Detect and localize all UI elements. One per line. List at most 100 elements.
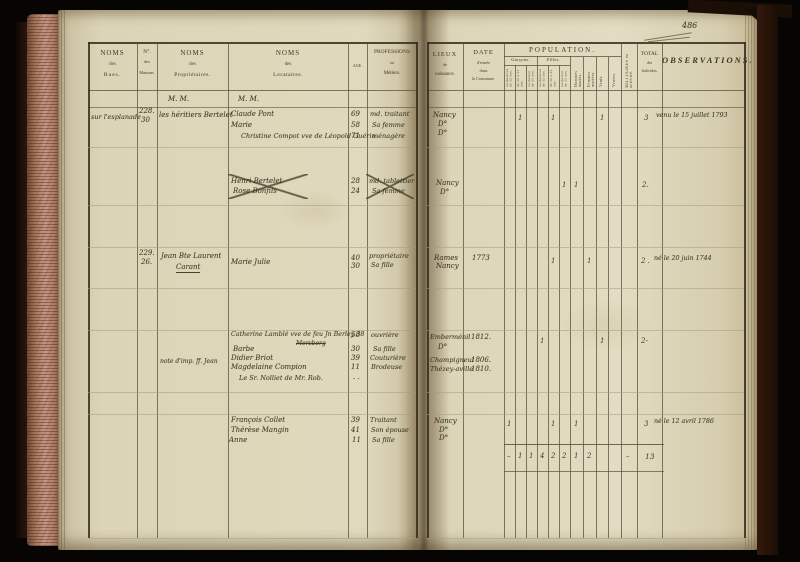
row5-lieu-3: D° xyxy=(439,434,449,442)
col-header-locataires-sub2: Locataires. xyxy=(273,72,303,78)
col-header-maisons-sub: des xyxy=(144,59,150,64)
row1-locataire-2: Marie xyxy=(231,121,253,129)
row-guide xyxy=(88,288,416,289)
row2-lieu-2: D° xyxy=(440,188,450,196)
row5-locataire-2: Thérèse Mangin xyxy=(231,426,289,434)
row4-profession-4: Brodeuse xyxy=(371,363,403,371)
subcol-label: de 12 à 21 ans. xyxy=(517,69,524,87)
totals-value-militaires: – xyxy=(626,452,630,460)
totals-strip-bottom-rule xyxy=(504,471,664,472)
row4-pop-mark: 1 xyxy=(540,337,545,345)
row1-profession-2: Sa femme xyxy=(372,121,405,129)
population-group-rule xyxy=(504,56,621,57)
row4-locataire-4: Magdelaine Compion xyxy=(231,363,307,371)
row4-date-3: 1810. xyxy=(471,365,492,373)
row1-profession-1: md. traitant xyxy=(370,110,410,118)
row5-age-2: 41 xyxy=(351,426,360,434)
book-gutter-shadow xyxy=(398,10,450,550)
row1-maison-2: 30 xyxy=(141,116,150,124)
row-guide xyxy=(427,392,744,393)
row-guide xyxy=(88,538,416,539)
row3-total: 2 . xyxy=(641,257,650,265)
mm-row-rule-right xyxy=(427,107,745,108)
totals-value: 1 xyxy=(518,452,523,460)
subcol-label: Hommes mariés. xyxy=(574,70,582,87)
row4-struck-note: Mersberg xyxy=(296,340,326,347)
marbled-fore-edge xyxy=(27,14,60,546)
row5-lieu-2: D° xyxy=(439,426,449,434)
row-guide xyxy=(88,414,416,415)
row5-pop-mark: 1 xyxy=(551,420,556,428)
subcol-label: au-dessous de 12 ans. xyxy=(539,68,546,87)
strikethrough-x xyxy=(366,174,414,199)
row3-proprietaire-1: Jean Bte Laurent xyxy=(161,252,222,260)
col-header-militaires: MILITAIRES en activité. xyxy=(625,53,634,88)
col-header-date-sub3: la Commune. xyxy=(471,76,496,81)
row1-profession-3: ménagère xyxy=(372,132,406,140)
left-page-stack-edges xyxy=(58,10,67,550)
row1-age-2: 58 xyxy=(351,121,360,129)
table-border xyxy=(416,42,418,538)
col-rule xyxy=(662,42,663,538)
subcol-label: de 12 à 21 ans. xyxy=(550,69,557,87)
col-header-observations: OBSERVATIONS. xyxy=(662,55,754,65)
row-guide xyxy=(427,205,744,206)
row1-age-1: 69 xyxy=(351,110,360,118)
foxing-spot xyxy=(560,300,650,350)
row5-observation: né le 12 avril 1786 xyxy=(654,418,714,425)
subcol-rule xyxy=(596,57,597,538)
row4-age-3: 39 xyxy=(351,354,360,362)
row1-age-3: 71 xyxy=(351,132,360,140)
row4-profession-1: ouvrière xyxy=(371,331,399,339)
row-guide xyxy=(427,247,744,248)
row3-maison-1: 229. xyxy=(139,249,155,257)
row-guide xyxy=(88,330,416,331)
row-guide xyxy=(427,288,744,289)
row1-maison-1: 228. xyxy=(139,107,155,115)
subcol-label: au-dessus de 21 ans. xyxy=(528,69,535,87)
row5-locataire-1: François Collet xyxy=(231,416,286,424)
row3-age-2: 30 xyxy=(351,262,360,270)
row-guide xyxy=(427,414,744,415)
row1-locataire-1: Claude Pont xyxy=(231,110,275,118)
subcol-rule xyxy=(537,56,538,538)
group-header-population: POPULATION. xyxy=(529,46,596,54)
row5-pop-mark: 1 xyxy=(507,420,512,428)
row4-locataire-5: Le Sr. Nolliet de Mr. Rob. xyxy=(239,374,323,382)
subcol-rule xyxy=(608,57,609,538)
subcol-label: au-dessus de 21 ans. xyxy=(561,69,568,87)
col-rule xyxy=(637,42,638,538)
row-guide xyxy=(88,147,416,148)
col-header-professions-sub: ou xyxy=(389,60,395,65)
right-page-stack-edges xyxy=(745,10,758,550)
row1-lieu-3: D° xyxy=(438,129,448,137)
row4-date-2: 1806. xyxy=(471,356,492,364)
subcol-label: Veuves. xyxy=(612,72,616,87)
subcol-label: au-dessous de 12 ans. xyxy=(506,68,513,87)
table-border xyxy=(427,42,429,538)
totals-value: 1 xyxy=(574,452,579,460)
row3-observation: né le 20 juin 1744 xyxy=(654,255,712,262)
col-rule xyxy=(621,42,622,538)
row1-pop-mark: 1 xyxy=(518,114,523,122)
col-header-date: DATE xyxy=(473,49,494,56)
row4-pop-mark: 1 xyxy=(600,337,605,345)
row1-total: 3 xyxy=(644,114,649,122)
row4-age-5: . . xyxy=(353,373,360,381)
row4-profession-3: Couturière xyxy=(370,354,406,362)
row1-lieu-1: Nancy xyxy=(433,111,456,119)
row5-total: 3 xyxy=(644,420,649,428)
col-rule xyxy=(348,42,349,538)
header-bottom-rule-right xyxy=(427,90,745,91)
row5-profession-2: Son épouse xyxy=(371,426,409,434)
col-header-date-sub: d'entrée xyxy=(476,60,491,65)
col-rule xyxy=(463,42,464,538)
row4-proprietaire-note: note d'imp. ff. Jean xyxy=(160,358,218,365)
subcol-label: Veufs. xyxy=(599,75,603,87)
row4-age-2: 30 xyxy=(351,345,360,353)
col-header-total-sub2: Individus. xyxy=(641,68,658,73)
subcol-rule xyxy=(559,65,560,538)
col-header-total-sub: des xyxy=(646,60,653,65)
totals-value: 1 xyxy=(529,452,534,460)
col-rule xyxy=(504,42,505,538)
